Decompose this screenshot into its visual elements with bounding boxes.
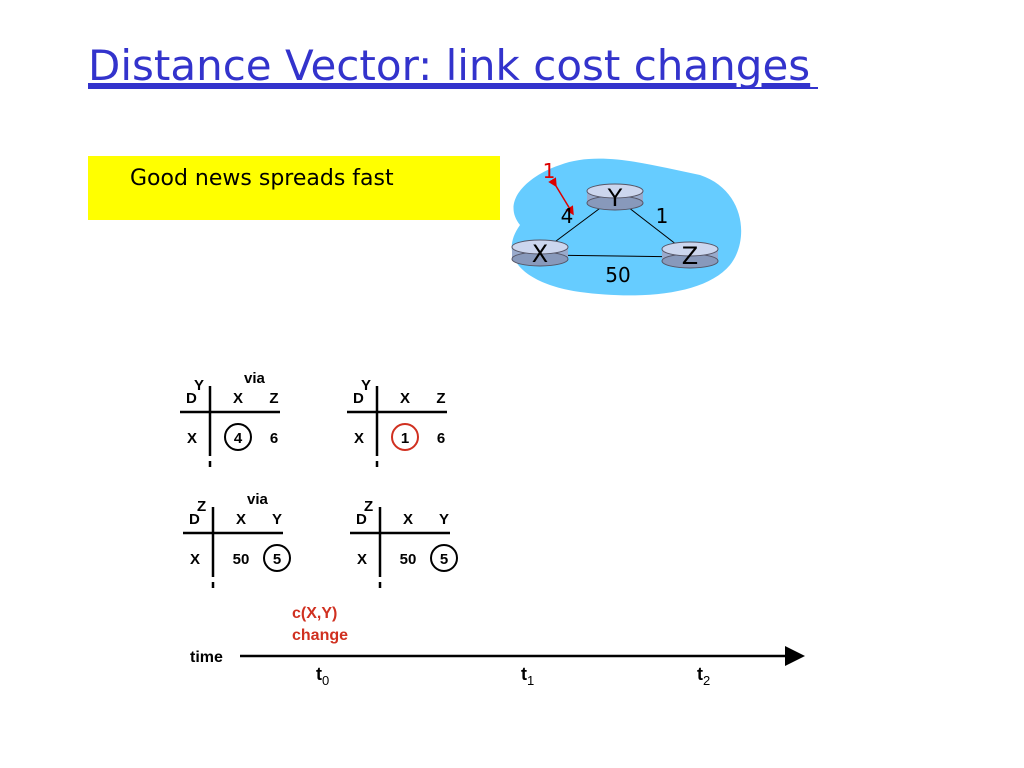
router: X: [511, 239, 569, 268]
tick-sub: 1: [527, 673, 534, 688]
via-label: via: [244, 370, 266, 387]
highlight-circle: [263, 544, 291, 572]
table-value: 5: [440, 551, 448, 568]
link-cost: 1: [543, 159, 556, 183]
table-value: 5: [273, 551, 281, 568]
tick-base: t: [697, 664, 703, 684]
table-value: 4: [234, 430, 243, 447]
router-label: Z: [682, 242, 698, 270]
callout-box: [88, 156, 500, 220]
table-value: 50: [400, 551, 417, 568]
routing-table: YD X Z X 1 6: [347, 377, 447, 472]
corner-label: D: [186, 390, 197, 407]
tick-base: t: [316, 664, 322, 684]
router-top: [511, 239, 569, 255]
link-cost: 50: [605, 263, 630, 287]
timeline: time c(X,Y) change t0 t1 t2: [190, 605, 805, 688]
table-value: 1: [401, 430, 409, 447]
row-label: X: [190, 551, 200, 568]
time-tick-label: t2: [697, 664, 710, 688]
event-label: c(X,Y): [292, 605, 337, 622]
router-top: [586, 183, 644, 199]
tick-base: t: [521, 664, 527, 684]
column-header: Z: [269, 390, 278, 407]
corner-label: D: [356, 511, 367, 528]
time-label: time: [190, 649, 223, 666]
column-header: Z: [436, 390, 445, 407]
column-header: X: [236, 511, 246, 528]
slide-title: Distance Vector: link cost changes: [88, 41, 810, 90]
highlight-circle: [391, 423, 419, 451]
highlight-circle: [224, 423, 252, 451]
routing-table: ZD X Y X 50 5: [350, 498, 458, 593]
link-cost: 4: [561, 204, 574, 228]
event-label: change: [292, 627, 348, 644]
table-owner: Z: [197, 498, 206, 515]
callout-text: Good news spreads fast: [130, 166, 394, 191]
column-header: Y: [439, 511, 449, 528]
table-owner: Y: [194, 377, 204, 394]
link-cost: 1: [656, 204, 669, 228]
time-tick-label: t0: [316, 664, 329, 688]
router: Y: [586, 183, 644, 212]
table-owner: Y: [361, 377, 371, 394]
highlight-circle: [430, 544, 458, 572]
tick-sub: 2: [703, 673, 710, 688]
router: Z: [661, 241, 719, 270]
table-owner: Z: [364, 498, 373, 515]
table-value: 6: [437, 430, 445, 447]
column-header: X: [233, 390, 243, 407]
column-header: X: [400, 390, 410, 407]
router-top: [661, 241, 719, 257]
corner-label: D: [353, 390, 364, 407]
corner-label: D: [189, 511, 200, 528]
row-label: X: [357, 551, 367, 568]
via-label: via: [247, 491, 269, 508]
router-label: X: [532, 240, 548, 268]
tick-sub: 0: [322, 673, 329, 688]
table-value: 50: [233, 551, 250, 568]
changed-link-arrow: [548, 177, 574, 216]
table-value: 6: [270, 430, 278, 447]
time-tick-label: t1: [521, 664, 534, 688]
row-label: X: [354, 430, 364, 447]
column-header: X: [403, 511, 413, 528]
row-label: X: [187, 430, 197, 447]
column-header: Y: [272, 511, 282, 528]
router-label: Y: [607, 184, 623, 212]
